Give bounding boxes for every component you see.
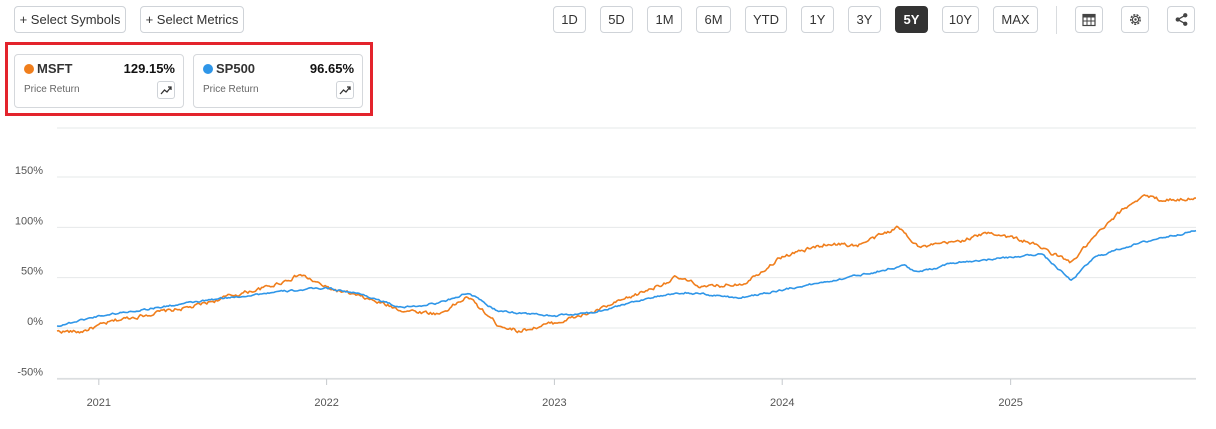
range-max-button[interactable]: MAX — [993, 6, 1038, 33]
range-3y-button[interactable]: 3Y — [848, 6, 881, 33]
share-button[interactable] — [1167, 6, 1195, 33]
range-1y-button[interactable]: 1Y — [801, 6, 834, 33]
msft-legend-card[interactable]: MSFT 129.15% Price Return — [14, 54, 184, 108]
range-5d-button[interactable]: 5D — [600, 6, 633, 33]
range-1m-button[interactable]: 1M — [647, 6, 682, 33]
sp500-return-value: 96.65% — [309, 61, 354, 76]
y-tick-label: 100% — [15, 215, 43, 227]
table-icon — [1082, 13, 1096, 26]
series-line-msft — [56, 194, 1196, 334]
trending-up-icon — [160, 86, 172, 95]
msft-symbol: MSFT — [37, 61, 73, 76]
y-tick-label: 0% — [27, 316, 43, 328]
select-metrics-button[interactable]: + Select Metrics — [140, 6, 244, 33]
legend-highlight-box — [5, 42, 373, 116]
select-symbols-button[interactable]: + Select Symbols — [14, 6, 126, 33]
sp500-color-dot — [203, 64, 213, 74]
range-1d-button[interactable]: 1D — [553, 6, 586, 33]
x-tick-label: 2021 — [87, 397, 111, 409]
range-6m-button[interactable]: 6M — [696, 6, 731, 33]
x-tick-label: 2023 — [542, 397, 566, 409]
y-tick-label: -50% — [17, 366, 43, 378]
share-icon — [1175, 13, 1187, 26]
sp500-trend-button[interactable] — [336, 81, 354, 99]
msft-metric-label: Price Return — [24, 84, 80, 95]
series-line-sp500 — [56, 229, 1197, 328]
table-view-button[interactable] — [1075, 6, 1103, 33]
settings-button[interactable] — [1121, 6, 1149, 33]
x-tick-label: 2025 — [998, 397, 1022, 409]
toolbar-divider — [1056, 6, 1057, 34]
gear-icon — [1129, 14, 1141, 25]
y-tick-label: 150% — [15, 165, 43, 177]
trending-up-icon — [339, 86, 351, 95]
msft-trend-button[interactable] — [157, 81, 175, 99]
sp500-metric-label: Price Return — [203, 84, 259, 95]
msft-return-value: 129.15% — [123, 61, 175, 76]
x-tick-label: 2024 — [770, 397, 794, 409]
x-tick-label: 2022 — [314, 397, 338, 409]
range-ytd-button[interactable]: YTD — [745, 6, 787, 33]
msft-color-dot — [24, 64, 34, 74]
sp500-symbol: SP500 — [216, 61, 256, 76]
sp500-legend-card[interactable]: SP500 96.65% Price Return — [193, 54, 363, 108]
range-10y-button[interactable]: 10Y — [942, 6, 979, 33]
y-tick-label: 50% — [21, 266, 43, 278]
range-5y-button[interactable]: 5Y — [895, 6, 928, 33]
